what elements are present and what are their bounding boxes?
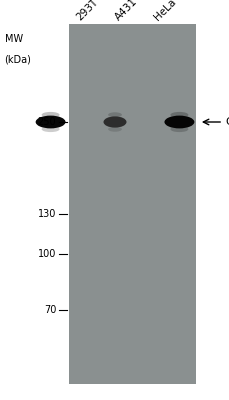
Ellipse shape	[41, 126, 59, 132]
Text: HeLa: HeLa	[152, 0, 178, 22]
Ellipse shape	[108, 112, 121, 117]
Ellipse shape	[170, 126, 188, 132]
Text: 250: 250	[38, 117, 56, 127]
Text: 293T: 293T	[74, 0, 100, 22]
Text: (kDa): (kDa)	[5, 54, 31, 64]
Bar	[69, 24, 195, 384]
Ellipse shape	[41, 112, 59, 118]
Ellipse shape	[164, 116, 194, 128]
Ellipse shape	[170, 112, 188, 118]
Text: 70: 70	[44, 305, 56, 315]
Text: MW: MW	[5, 34, 23, 44]
Ellipse shape	[108, 127, 121, 132]
Text: 130: 130	[38, 209, 56, 219]
Text: A431: A431	[113, 0, 139, 22]
Text: 100: 100	[38, 249, 56, 259]
Ellipse shape	[103, 116, 126, 128]
Text: CHD3: CHD3	[224, 117, 229, 127]
Ellipse shape	[35, 116, 65, 128]
